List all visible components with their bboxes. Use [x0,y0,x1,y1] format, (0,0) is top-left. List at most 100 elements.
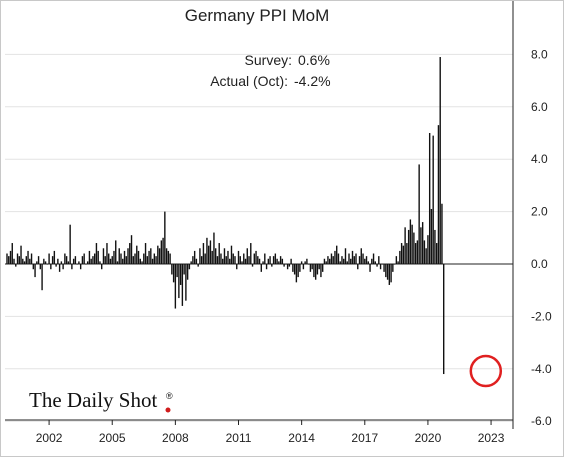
bar [171,264,173,275]
bar [144,243,147,264]
bar [51,256,54,264]
bar [309,264,312,272]
bar [116,261,119,264]
bar [362,253,364,264]
survey-value: 0.6% [298,52,330,68]
bar [178,264,180,299]
bar [101,264,103,270]
bar [374,261,376,264]
bar [295,264,298,283]
bar [413,232,415,264]
bar [232,253,234,264]
bar [383,264,385,272]
bar [153,253,156,264]
bar [341,256,343,264]
bar [71,264,73,270]
bar [329,258,331,264]
bar [215,248,217,264]
x-tick-label: 2017 [351,431,378,445]
bar [183,264,185,275]
bar [158,248,161,264]
bar [327,256,329,264]
bar [25,256,27,264]
bar [202,243,205,264]
bar [190,261,192,264]
bar [22,258,24,264]
bar [74,256,77,264]
bar [344,248,347,264]
bar [390,264,392,283]
x-tick-labels: 2002 2005 2008 2011 2014 2017 2020 2023 [36,420,505,445]
bar [411,224,413,264]
bar [123,250,126,264]
bar [125,256,127,264]
y-tick-labels: 8.0 6.0 4.0 2.0 0.0 -2.0 -4.0 -6.0 [531,47,552,428]
bar [102,248,105,264]
bar [16,253,19,264]
bar [378,256,380,264]
bar [276,258,278,264]
bar [430,208,433,264]
bar [206,237,208,264]
bar [30,253,33,264]
bar [143,253,145,264]
bar [404,227,406,264]
bar [281,258,284,264]
bar [50,264,52,270]
bar [332,256,334,264]
bar [406,243,408,264]
bar [269,256,271,264]
bar [379,264,382,270]
bar [336,245,338,264]
bar [64,253,66,264]
bar [392,264,394,272]
bar [376,264,378,267]
bar [397,261,399,264]
bar [283,264,285,267]
bar [99,261,101,264]
bar [211,250,213,264]
bar [157,245,159,264]
bar [79,264,82,270]
chart-title: Germany PPI MoM [185,6,330,25]
bar [250,243,252,264]
bar [195,258,198,264]
bar [97,250,99,264]
bar [134,253,136,264]
bar [428,133,431,264]
bar [292,264,294,272]
actual-value: -4.2% [294,73,331,89]
bar [150,248,152,264]
bar [108,253,110,264]
bar [225,256,227,264]
bar [421,222,424,264]
bar [130,235,133,264]
bar [78,261,80,264]
bar [199,248,201,264]
bar [262,261,264,264]
bar [220,253,222,264]
bar [346,261,348,264]
bar [360,248,362,264]
bar [311,264,313,270]
bar [72,258,75,264]
bar [106,243,108,264]
bar [53,250,56,264]
bar [253,253,255,264]
bar [386,264,389,280]
bar [172,264,175,283]
bar [400,243,403,264]
bar [288,264,291,267]
bar [264,253,266,264]
bar [88,250,91,264]
bar [155,256,157,264]
bar [95,243,98,264]
bar [427,235,429,264]
bar [420,227,422,264]
bar [443,264,445,375]
bar [122,258,124,264]
bar [81,256,84,264]
bar [239,256,241,264]
bar [302,264,305,270]
bar [272,256,275,264]
